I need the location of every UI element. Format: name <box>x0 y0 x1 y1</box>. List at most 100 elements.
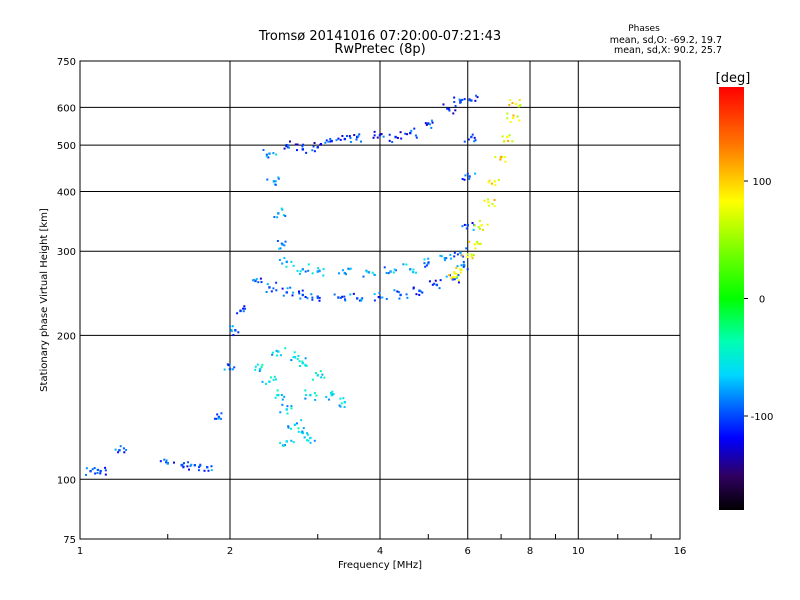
echo-point <box>434 279 437 282</box>
data-point <box>316 146 319 149</box>
data-point <box>343 400 347 404</box>
echo-point <box>335 139 338 142</box>
echo-point <box>427 257 430 260</box>
echo-point <box>344 299 347 302</box>
data-point <box>272 180 276 183</box>
echo-point <box>289 286 292 289</box>
echo-point <box>467 138 470 141</box>
data-point <box>301 268 305 271</box>
echo-point <box>360 298 363 301</box>
echo-point <box>512 114 515 117</box>
echo-point <box>260 366 263 369</box>
echo-point <box>287 144 290 147</box>
echo-point <box>493 199 496 202</box>
data-point <box>316 270 319 273</box>
echo-point <box>239 309 242 312</box>
echo-point <box>313 150 316 153</box>
echo-point <box>297 427 300 430</box>
echo-point <box>468 99 471 102</box>
echo-point <box>466 172 469 175</box>
echo-point <box>476 240 479 243</box>
echo-point <box>381 296 384 299</box>
echo-point <box>499 156 502 159</box>
echo-point <box>365 270 368 273</box>
data-point <box>301 361 305 365</box>
echo-point <box>402 263 405 266</box>
data-point <box>493 180 497 183</box>
echo-point <box>327 140 330 143</box>
data-point <box>293 423 297 427</box>
echo-point <box>474 172 477 175</box>
echo-point <box>281 287 284 290</box>
echo-point <box>279 441 282 444</box>
echo-point <box>198 466 201 469</box>
echo-point <box>344 273 347 276</box>
echo-point <box>372 136 375 139</box>
y-tick-label: 300 <box>57 247 76 258</box>
echo-point <box>274 180 277 183</box>
echo-point <box>256 363 259 366</box>
echo-point <box>298 272 301 275</box>
echo-point <box>210 465 213 468</box>
echo-point <box>453 96 456 99</box>
echo-point <box>339 296 342 299</box>
x-axis-label: Frequency [MHz] <box>338 560 422 571</box>
echo-point <box>292 264 295 267</box>
echo-point <box>347 267 350 270</box>
echo-point <box>504 156 507 159</box>
echo-point <box>453 278 456 281</box>
echo-point <box>189 464 192 467</box>
echo-point <box>358 133 361 136</box>
echo-point <box>272 152 275 155</box>
echo-point <box>448 274 451 277</box>
echo-point <box>424 265 427 268</box>
echo-point <box>393 289 396 292</box>
echo-point <box>297 290 300 293</box>
echo-point <box>430 119 433 122</box>
echo-point <box>474 247 477 250</box>
echo-point <box>260 281 263 284</box>
y-tick-label: 200 <box>57 331 76 342</box>
data-point <box>355 135 359 139</box>
echo-point <box>445 275 448 278</box>
data-point <box>293 356 297 359</box>
echo-point <box>443 259 446 262</box>
echo-point <box>280 242 283 245</box>
echo-point <box>230 328 233 331</box>
data-point <box>228 367 232 371</box>
data-point <box>470 135 473 139</box>
data-point <box>355 297 359 300</box>
echo-point <box>461 178 464 181</box>
echo-point <box>300 419 303 422</box>
echo-point <box>453 251 456 254</box>
echo-point <box>349 140 352 143</box>
echo-point <box>474 99 477 102</box>
echo-point <box>462 255 465 258</box>
echo-point <box>283 395 286 398</box>
echo-point <box>455 276 458 279</box>
echo-point <box>276 354 279 357</box>
echo-point <box>415 136 418 139</box>
echo-point <box>283 244 286 247</box>
echo-point <box>292 441 295 444</box>
echo-point <box>353 134 356 137</box>
data-point <box>499 156 503 160</box>
echo-point <box>392 271 395 274</box>
echo-point <box>332 393 335 396</box>
echo-point <box>461 98 464 101</box>
echo-point <box>172 461 175 464</box>
echo-point <box>378 291 381 294</box>
echo-point <box>291 294 294 297</box>
echo-point <box>286 146 289 149</box>
echo-point <box>274 183 277 186</box>
echo-point <box>508 134 511 137</box>
echo-point <box>470 253 473 256</box>
echo-point <box>360 299 363 302</box>
echo-point <box>265 290 268 293</box>
echo-point <box>281 398 284 401</box>
echo-point <box>461 225 464 228</box>
echo-point <box>203 469 206 472</box>
echo-point <box>104 466 107 469</box>
echo-point <box>450 277 453 280</box>
echo-point <box>414 134 417 137</box>
